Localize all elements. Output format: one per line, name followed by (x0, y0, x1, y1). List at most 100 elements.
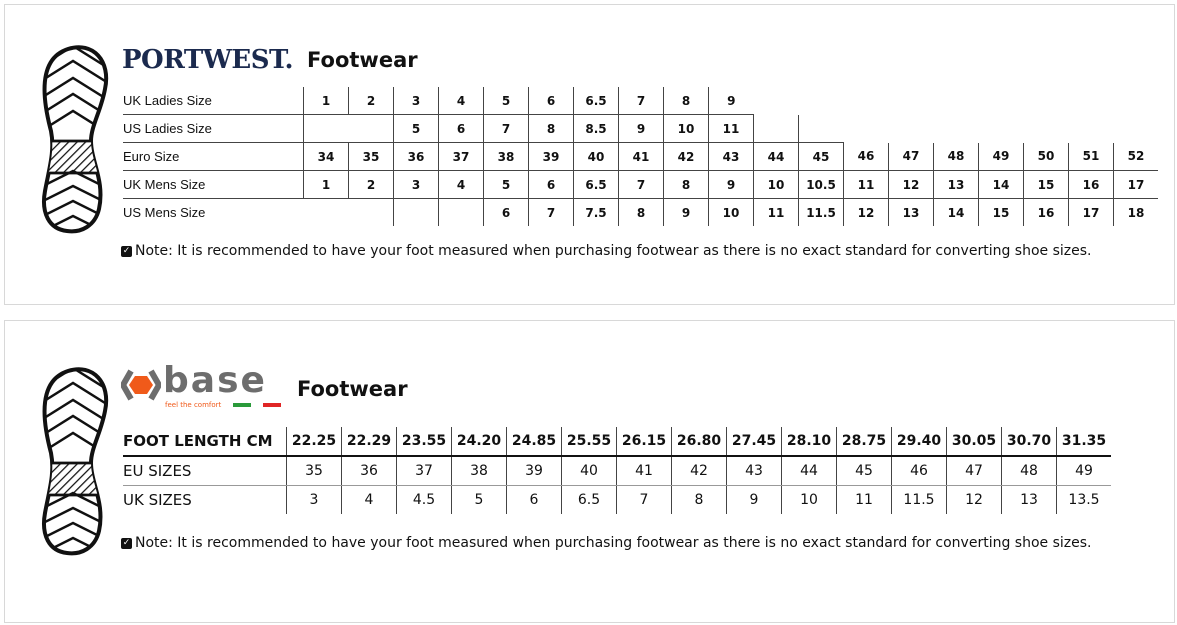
size-cell: 41 (616, 456, 672, 486)
size-cell: 8.5 (573, 114, 619, 143)
size-cell: 8 (618, 198, 664, 226)
size-cell: 15 (1023, 170, 1069, 199)
size-cell: 27.45 (726, 427, 782, 457)
size-cell: 1 (303, 170, 349, 199)
size-cell: 15 (978, 198, 1024, 226)
size-cell: 24.85 (506, 427, 562, 457)
size-cell: 9 (708, 170, 754, 199)
size-cell: 28.10 (781, 427, 837, 457)
base-size-table: FOOT LENGTH CM 22.25 22.29 23.55 24.20 24.85 2… (123, 427, 1111, 514)
size-cell: 6 (483, 198, 529, 226)
size-cell: 31.35 (1056, 427, 1111, 457)
size-cell: 4 (438, 87, 484, 115)
note-text: Note: It is recommended to have your foo… (135, 243, 1092, 259)
size-cell: 46 (891, 456, 947, 486)
size-cell: 43 (708, 142, 754, 171)
base-size-panel: Base feel the comfort Footwear FOOT LENG… (4, 320, 1175, 623)
size-cell (1024, 87, 1069, 115)
table-row: UK Ladies Size 1 2 3 4 5 6 6.5 7 8 9 (123, 87, 1158, 115)
size-cell: 3 (393, 170, 439, 199)
size-cell: 6.5 (573, 170, 619, 199)
portwest-logo: PORTWEST. (122, 45, 294, 75)
size-cell (304, 199, 349, 227)
size-cell: 4 (341, 485, 397, 514)
row-label: US Mens Size (123, 205, 206, 220)
size-cell: 9 (708, 87, 754, 115)
size-cell: 43 (726, 456, 782, 486)
size-cell: 7 (528, 198, 574, 226)
size-cell: 2 (348, 87, 394, 115)
shoe-sole-icon (33, 41, 113, 237)
size-cell: 17 (1113, 170, 1158, 199)
size-cell: 7.5 (573, 198, 619, 226)
table-row: US Ladies Size 5 6 7 8 8.5 9 10 11 (123, 114, 1159, 143)
size-cell: 45 (798, 142, 844, 171)
size-cell: 7 (618, 87, 664, 115)
row-label: UK Ladies Size (123, 87, 304, 115)
size-cell: 7 (616, 485, 672, 514)
size-cell: 45 (836, 456, 892, 486)
size-cell (303, 114, 349, 143)
size-cell: 28.75 (836, 427, 892, 457)
table-row: Euro Size 34 35 36 37 38 39 40 41 42 43 44 45 46 47 48 4… (123, 142, 1158, 171)
size-cell (844, 115, 889, 143)
size-cell (349, 199, 394, 227)
row-label: Euro Size (123, 142, 304, 171)
size-cell (348, 114, 394, 143)
row-label: UK Mens Size (123, 170, 304, 199)
size-cell: 47 (946, 456, 1002, 486)
size-cell: 22.29 (341, 427, 397, 457)
size-cell: 40 (573, 142, 619, 171)
size-cell: 14 (933, 198, 979, 226)
size-cell (979, 115, 1024, 143)
size-cell (438, 198, 484, 226)
size-cell (889, 115, 934, 143)
green-bar (233, 403, 251, 407)
size-cell: 5 (483, 87, 529, 115)
size-cell: 49 (1056, 456, 1111, 486)
portwest-size-panel: PORTWEST. Footwear UK Ladies Size 1 2 3 4 5 6 6… (4, 4, 1175, 305)
size-cell: 22.25 (286, 427, 342, 457)
size-cell: 48 (933, 142, 979, 171)
table-row: US Mens Size 6 7 7.5 8 9 10 11 11.5 12 13 14 15 16 17 1… (123, 198, 1158, 227)
size-cell: 42 (663, 142, 709, 171)
panel-title: Footwear (307, 48, 418, 72)
size-cell: 6.5 (573, 87, 619, 115)
size-cell (844, 87, 889, 115)
red-bar (263, 403, 281, 407)
size-cell: 14 (978, 170, 1024, 199)
size-cell: 34 (303, 142, 349, 171)
size-cell: 23.55 (396, 427, 452, 457)
size-cell: 11 (753, 198, 799, 226)
size-cell (1114, 115, 1159, 143)
row-label: US Ladies Size (123, 114, 304, 143)
size-cell (1069, 115, 1114, 143)
row-label: EU SIZES (123, 456, 287, 486)
size-cell: 36 (341, 456, 397, 486)
size-cell: 44 (753, 142, 799, 171)
size-cell: 10.5 (798, 170, 844, 199)
size-cell: 38 (483, 142, 529, 171)
base-wordmark: Base (163, 360, 267, 401)
size-cell: 37 (438, 142, 484, 171)
size-cell: 24.20 (451, 427, 507, 457)
note: ✓ Note: It is recommended to have your f… (121, 243, 1091, 259)
size-cell: 8 (671, 485, 727, 514)
size-cell: 6 (438, 114, 484, 143)
size-cell: 5 (483, 170, 529, 199)
size-cell: 13 (933, 170, 979, 199)
panel-title: Footwear (297, 377, 408, 401)
size-cell: 17 (1068, 198, 1114, 226)
size-cell: 47 (888, 142, 934, 171)
size-cell: 6.5 (561, 485, 617, 514)
base-hex-logo-icon (121, 369, 161, 401)
size-cell (753, 114, 799, 143)
size-cell: 46 (843, 142, 889, 171)
size-cell: 16 (1023, 198, 1069, 226)
size-cell: 9 (663, 198, 709, 226)
size-cell: 13.5 (1056, 485, 1111, 514)
size-cell: 8 (528, 114, 574, 143)
size-cell (799, 87, 844, 115)
size-cell: 3 (286, 485, 342, 514)
size-cell: 52 (1113, 142, 1158, 171)
